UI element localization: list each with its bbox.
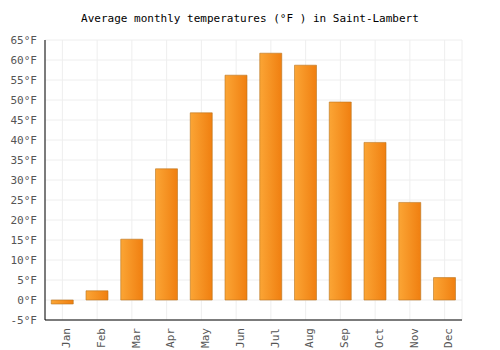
svg-text:Nov: Nov [408, 328, 421, 348]
svg-text:Jun: Jun [234, 328, 247, 348]
svg-text:Mar: Mar [130, 328, 143, 348]
svg-text:Sep: Sep [338, 328, 351, 348]
svg-text:May: May [199, 328, 212, 348]
svg-text:Aug: Aug [303, 328, 316, 348]
svg-text:Feb: Feb [95, 328, 108, 348]
svg-text:Jan: Jan [60, 328, 73, 348]
svg-text:-5°F: -5°F [11, 314, 38, 327]
svg-text:Dec: Dec [442, 328, 455, 348]
svg-text:10°F: 10°F [11, 254, 38, 267]
svg-text:Apr: Apr [164, 328, 177, 348]
svg-text:15°F: 15°F [11, 234, 38, 247]
svg-text:5°F: 5°F [17, 274, 37, 287]
svg-text:20°F: 20°F [11, 214, 38, 227]
html-text:Average monthly temperatures (: Average monthly temperatures (°F ) in Sa… [81, 12, 419, 25]
svg-text:0°F: 0°F [17, 294, 37, 307]
svg-text:Oct: Oct [373, 328, 386, 348]
svg-text:Jul: Jul [269, 328, 282, 348]
svg-text:25°F: 25°F [11, 194, 38, 207]
svg-text:35°F: 35°F [11, 154, 38, 167]
svg-text:40°F: 40°F [11, 134, 38, 147]
svg-text:30°F: 30°F [11, 174, 38, 187]
svg-text:65°F: 65°F [11, 34, 38, 47]
svg-text:55°F: 55°F [11, 74, 38, 87]
svg-text:45°F: 45°F [11, 114, 38, 127]
svg-text:60°F: 60°F [11, 54, 38, 67]
svg-text:50°F: 50°F [11, 94, 38, 107]
